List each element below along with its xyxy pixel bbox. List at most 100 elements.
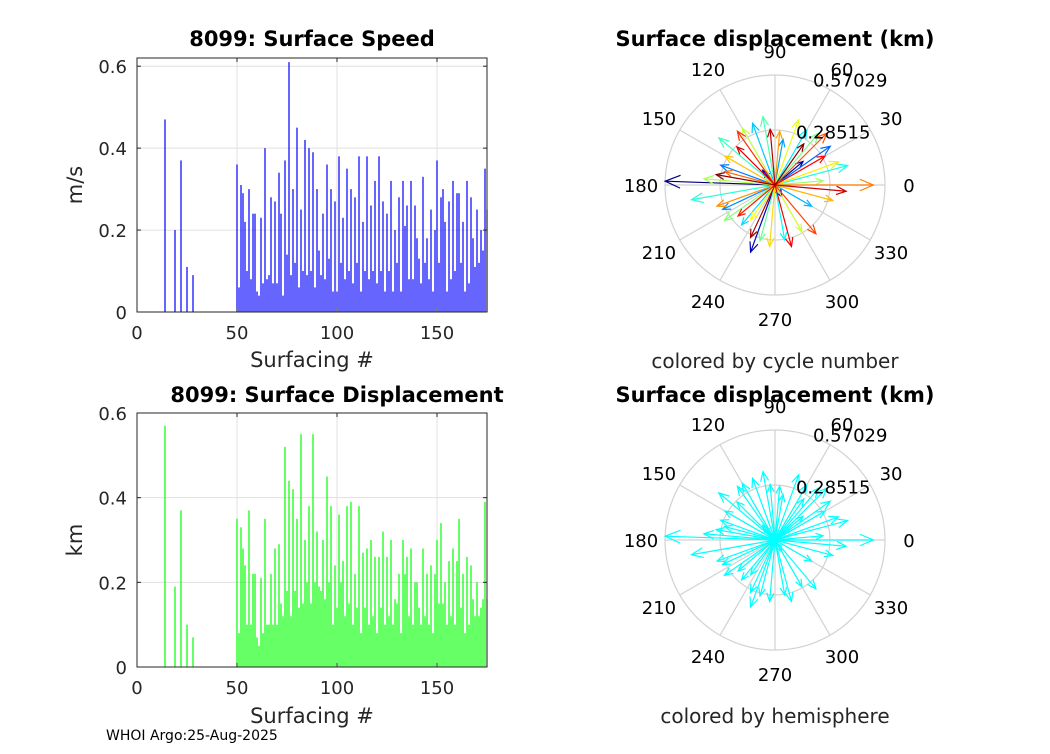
arrow-shaft bbox=[774, 143, 805, 186]
bar bbox=[432, 633, 434, 667]
arrow-head bbox=[859, 533, 875, 547]
arrow-head bbox=[803, 199, 814, 207]
bar bbox=[340, 262, 342, 312]
bar bbox=[250, 624, 252, 667]
bar bbox=[414, 205, 416, 312]
bar bbox=[312, 434, 314, 667]
y-tick-label: 0.2 bbox=[98, 573, 127, 594]
ring-label: 0.57029 bbox=[813, 425, 887, 446]
bar bbox=[428, 624, 430, 667]
bar bbox=[308, 148, 310, 312]
bar bbox=[394, 230, 396, 312]
arrow-shaft bbox=[736, 130, 776, 186]
bar bbox=[358, 506, 360, 667]
bar bbox=[292, 489, 294, 667]
bar bbox=[476, 209, 478, 312]
arrow-head bbox=[723, 567, 734, 577]
arrow-shaft bbox=[750, 184, 776, 253]
bar bbox=[192, 275, 194, 312]
bar bbox=[330, 189, 332, 312]
bar bbox=[264, 518, 266, 667]
bar bbox=[420, 624, 422, 667]
bar bbox=[382, 201, 384, 312]
arrow-shaft bbox=[759, 184, 776, 242]
arrow-head bbox=[807, 579, 817, 590]
polar-spoke bbox=[679, 539, 776, 596]
arrow-head bbox=[795, 223, 803, 234]
bar bbox=[414, 582, 416, 667]
bar bbox=[284, 446, 286, 667]
arrow-head bbox=[779, 586, 788, 597]
angle-label: 60 bbox=[831, 60, 854, 81]
bar bbox=[186, 266, 188, 312]
bar bbox=[386, 213, 388, 312]
arrow-head bbox=[717, 136, 730, 148]
polar-top-labels: 0 30 60 90 120 150 180 210 240 270 300 330 0.28515 0.… bbox=[624, 42, 915, 331]
bar bbox=[456, 193, 458, 312]
bar bbox=[322, 540, 324, 667]
arrow-shaft bbox=[774, 487, 819, 541]
polar-displacement-hemisphere-chart: Surface displacement (km) 0 30 60 90 120 150 1… bbox=[615, 383, 934, 728]
arrow-head bbox=[736, 130, 747, 142]
arrow-shaft bbox=[774, 484, 808, 541]
arrow-shaft bbox=[718, 137, 776, 186]
bar bbox=[356, 607, 358, 667]
arrow-shaft bbox=[716, 174, 776, 186]
bar bbox=[272, 624, 274, 667]
arrow-head bbox=[859, 178, 875, 192]
bar bbox=[448, 561, 450, 667]
arrow-shaft bbox=[774, 539, 786, 596]
bar bbox=[352, 624, 354, 667]
bar bbox=[240, 527, 242, 667]
bar bbox=[484, 168, 486, 312]
bar bbox=[276, 624, 278, 667]
arrow-shaft bbox=[750, 184, 776, 221]
bar bbox=[372, 271, 374, 312]
x-tick-label: 50 bbox=[226, 323, 249, 344]
arrow-shaft bbox=[774, 184, 847, 192]
bar bbox=[460, 262, 462, 312]
ring-label: 0.57029 bbox=[813, 70, 887, 91]
arrow-shaft bbox=[750, 539, 776, 593]
angle-label: 210 bbox=[642, 243, 676, 264]
bar bbox=[336, 607, 338, 667]
arrow-shaft bbox=[716, 529, 776, 541]
arrow-head bbox=[815, 532, 825, 541]
bar bbox=[402, 180, 404, 312]
bar bbox=[478, 616, 480, 667]
arrow-head bbox=[798, 128, 808, 140]
polar-bottom-labels: 0 30 60 90 120 150 180 210 240 270 300 330 0.28515 0.… bbox=[624, 397, 915, 686]
bar bbox=[420, 283, 422, 312]
y-tick-label: 0 bbox=[116, 658, 127, 679]
bar bbox=[268, 624, 270, 667]
bar bbox=[306, 275, 308, 312]
bar bbox=[238, 633, 240, 667]
bar bbox=[318, 250, 320, 312]
arrow-shaft bbox=[716, 539, 776, 562]
bar bbox=[274, 201, 276, 312]
bar bbox=[472, 599, 474, 667]
bar bbox=[444, 221, 446, 312]
arrow-shaft bbox=[703, 533, 776, 541]
angle-label: 300 bbox=[825, 292, 859, 313]
arrow-shaft bbox=[774, 131, 781, 186]
bar bbox=[282, 295, 284, 312]
bar bbox=[474, 616, 476, 667]
y-tick-label: 0.6 bbox=[98, 57, 127, 78]
polar-spoke bbox=[719, 184, 776, 281]
bar bbox=[366, 548, 368, 667]
bar bbox=[390, 180, 392, 312]
arrow-head bbox=[702, 174, 715, 185]
arrow-shaft bbox=[769, 539, 776, 602]
arrow-shaft bbox=[741, 184, 776, 226]
bar bbox=[450, 279, 452, 312]
arrow-head bbox=[715, 554, 727, 563]
arrow-head bbox=[663, 529, 681, 544]
arrow-shaft bbox=[741, 539, 776, 581]
arrow-shaft bbox=[774, 539, 817, 590]
bar bbox=[392, 291, 394, 312]
bar bbox=[450, 616, 452, 667]
arrow-shaft bbox=[774, 184, 813, 207]
